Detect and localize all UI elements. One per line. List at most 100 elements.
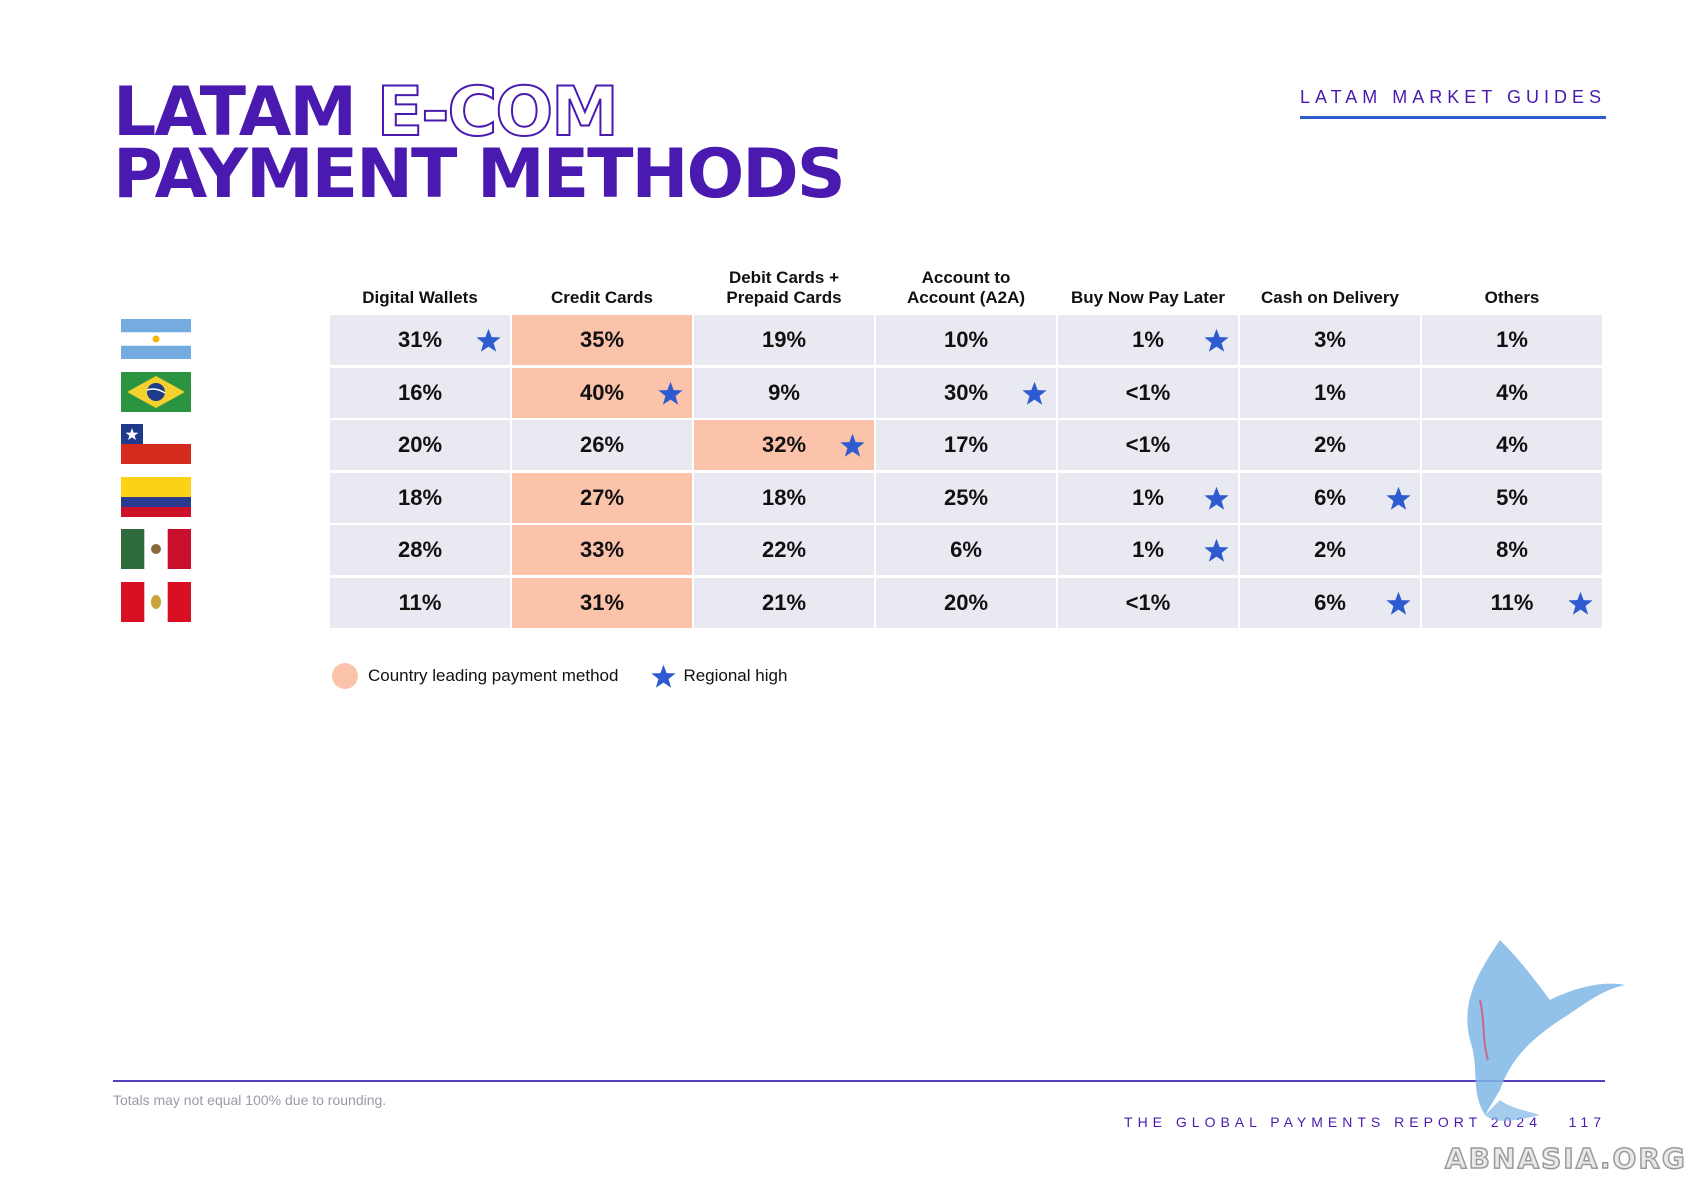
table-cell: 2%: [1240, 420, 1420, 470]
cell-value: 2%: [1314, 432, 1346, 457]
lead-swatch: [332, 663, 358, 689]
cell-value: 26%: [579, 432, 625, 457]
cell-value: 8%: [1496, 537, 1528, 562]
cell-value: 25%: [943, 484, 989, 510]
cell-value: 20%: [397, 432, 443, 457]
table-cell: 17%: [876, 420, 1056, 470]
star-icon: [1204, 328, 1229, 352]
cell-value: 18%: [761, 484, 807, 510]
cell-value: 33%: [579, 537, 625, 562]
colombia-flag: [121, 476, 191, 517]
cell-value: 17%: [943, 432, 989, 457]
star-icon: [476, 328, 501, 352]
table-cell: 10%: [876, 315, 1056, 365]
cell-value: 31%: [397, 327, 443, 352]
table-cell: 1%: [1422, 315, 1602, 365]
column-header: Buy Now Pay Later: [1071, 288, 1225, 307]
table-header: Digital Wallets Credit Cards Debit Cards +…: [330, 262, 1604, 308]
star-icon: [1386, 591, 1411, 615]
table-cell: 8%: [1422, 525, 1602, 575]
table-cell: 22%: [694, 525, 874, 575]
table-cell: 19%: [694, 315, 874, 365]
cell-value: 30%: [943, 379, 989, 405]
table-row: Peru11%31%21%20%<1%6%11%: [121, 577, 1606, 629]
legend-star-label: Regional high: [683, 666, 788, 685]
table-cell: 26%: [512, 420, 692, 470]
cell-value: 11%: [1490, 589, 1534, 615]
table-cell: 28%: [330, 525, 510, 575]
table-cell: 6%: [876, 525, 1056, 575]
report-title: THE GLOBAL PAYMENTS REPORT 2024: [1124, 1114, 1542, 1130]
cell-value: 1%: [1314, 379, 1346, 405]
cell-value: 19%: [761, 327, 807, 352]
column-header: Credit Cards: [550, 288, 654, 307]
cell-value: 2%: [1314, 537, 1346, 562]
cell-value: 5%: [1496, 484, 1528, 510]
cell-value: 4%: [1496, 432, 1528, 457]
cell-value: 1%: [1496, 327, 1528, 352]
table-cell: 27%: [512, 472, 692, 523]
table-cell: 11%: [1422, 577, 1602, 628]
star-icon: [658, 381, 683, 405]
table-cell: 16%: [330, 367, 510, 418]
table-cell: 31%: [330, 315, 510, 365]
table-cell: 4%: [1422, 367, 1602, 418]
table-cell: <1%: [1058, 577, 1238, 628]
table-cell: 20%: [876, 577, 1056, 628]
footer-divider: [113, 1080, 1605, 1082]
table-cell: 32%: [694, 420, 874, 470]
table-cell: 18%: [330, 472, 510, 523]
market-guides-label: LATAM MARKET GUIDES: [1299, 87, 1606, 119]
table-cell: 1%: [1240, 367, 1420, 418]
table-cell: 1%: [1058, 315, 1238, 365]
cell-value: 6%: [1314, 589, 1346, 615]
cell-value: <1%: [1125, 432, 1171, 457]
page-number: 117: [1568, 1114, 1606, 1130]
brazil-flag: [121, 371, 191, 412]
cell-value: 35%: [579, 327, 625, 352]
cell-value: <1%: [1125, 379, 1171, 405]
star-icon: [1204, 538, 1229, 562]
title-outline: E-COM: [376, 73, 620, 152]
table-cell: 30%: [876, 367, 1056, 418]
cell-value: 18%: [397, 484, 443, 510]
cell-value: 28%: [397, 537, 443, 562]
footnote: Totals may not equal 100% due to roundin…: [113, 1092, 387, 1108]
mexico-flag: [121, 529, 191, 569]
watermark: ABNASIA.ORG: [1444, 1141, 1684, 1176]
cell-value: 6%: [1314, 484, 1346, 510]
table-row: Colombia18%27%18%25%1%6%5%: [121, 472, 1606, 524]
table-cell: <1%: [1058, 367, 1238, 418]
legend-lead-label: Country leading payment method: [368, 666, 619, 685]
table-row: Brazil16%40%9%30%<1%1%4%: [121, 367, 1606, 419]
table-cell: 3%: [1240, 315, 1420, 365]
cell-value: 21%: [761, 589, 807, 615]
title-line2: PAYMENT METHODS: [113, 135, 846, 214]
star-icon: [1022, 381, 1047, 405]
page-title: LATAM E-COM PAYMENT METHODS: [113, 78, 846, 209]
cell-value: 10%: [943, 327, 989, 352]
table-row: Argentina31%35%19%10%1%3%1%: [121, 315, 1606, 366]
peru-flag: [121, 581, 191, 622]
cell-value: 9%: [768, 379, 800, 405]
cell-value: 4%: [1496, 379, 1528, 405]
cell-value: 20%: [943, 589, 989, 615]
cell-value: 3%: [1314, 327, 1346, 352]
star-icon: [840, 433, 865, 457]
table-cell: 6%: [1240, 577, 1420, 628]
report-footer: THE GLOBAL PAYMENTS REPORT 2024 117: [1124, 1114, 1606, 1130]
column-header: Digital Wallets: [362, 288, 478, 307]
cell-value: 1%: [1132, 484, 1164, 510]
column-header: Account to Account (A2A): [906, 268, 1026, 307]
cell-value: 22%: [761, 537, 807, 562]
table-cell: 11%: [330, 577, 510, 628]
table-cell: 18%: [694, 472, 874, 523]
cell-value: <1%: [1125, 589, 1171, 615]
table-row: Chile20%26%32%17%<1%2%4%: [121, 420, 1606, 471]
cell-value: 1%: [1132, 327, 1164, 352]
column-header: Cash on Delivery: [1261, 288, 1399, 307]
cell-value: 32%: [761, 432, 807, 457]
table-cell: 9%: [694, 367, 874, 418]
table-cell: 1%: [1058, 525, 1238, 575]
star-icon: [651, 664, 677, 688]
